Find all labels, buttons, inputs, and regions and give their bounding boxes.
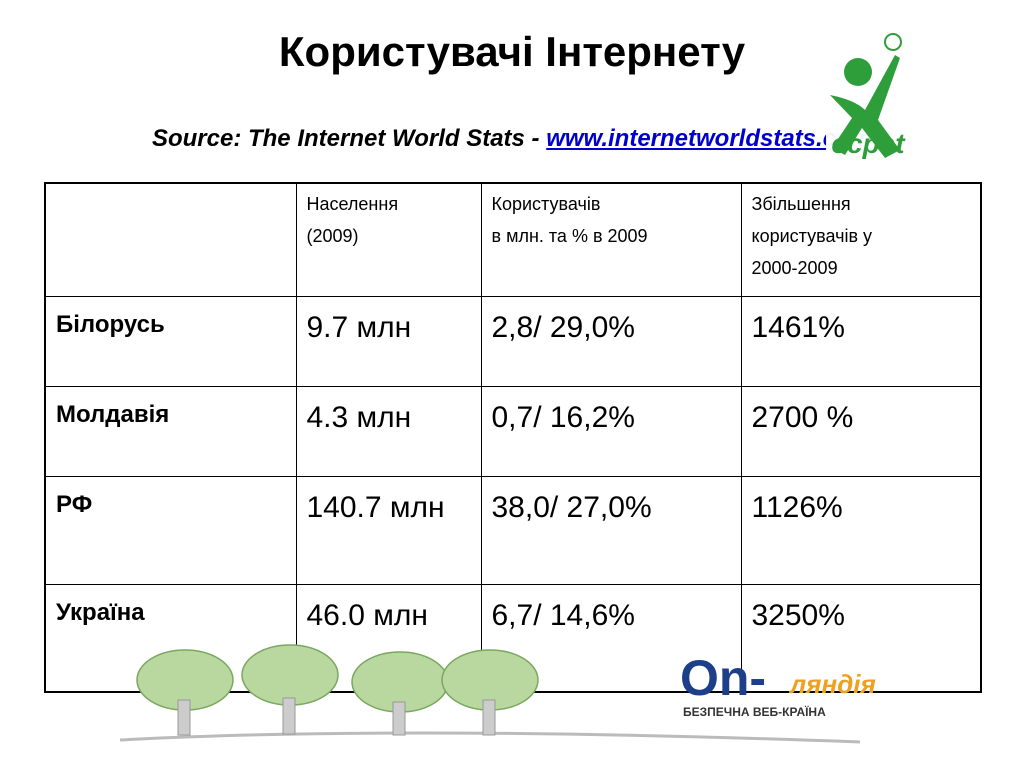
row-name: Україна [44, 583, 297, 693]
header-line: в млн. та % в 2009 [491, 226, 648, 246]
cell-value: 6,7/ 14,6% [480, 583, 742, 693]
header-cell: Збільшення користувачів у 2000-2009 [740, 182, 982, 297]
cell-value: 38,0/ 27,0% [480, 475, 742, 585]
header-row: Населення (2009) Користувачів в млн. та % в… [44, 182, 982, 297]
cell-value: 0,7/ 16,2% [480, 385, 742, 477]
cell-value: 2700 % [740, 385, 982, 477]
stats-table: Населення (2009) Користувачів в млн. та % в… [44, 182, 982, 693]
empty-cell [44, 182, 297, 297]
table-row: РФ 140.7 млн 38,0/ 27,0% 1126% [44, 475, 982, 585]
header-line: Населення [306, 194, 399, 214]
table-row: Україна 46.0 млн 6,7/ 14,6% 3250% [44, 583, 982, 693]
header-line: (2009) [306, 226, 359, 246]
cell-value: 46.0 млн [295, 583, 482, 693]
table-row: Молдавія 4.3 млн 0,7/ 16,2% 2700 % [44, 385, 982, 477]
header-line: 2000-2009 [751, 258, 838, 278]
table-row: Білорусь 9.7 млн 2,8/ 29,0% 1461% [44, 295, 982, 387]
header-cell: Користувачів в млн. та % в 2009 [480, 182, 742, 297]
cell-value: 1461% [740, 295, 982, 387]
row-name: Білорусь [44, 295, 297, 387]
header-cell: Населення (2009) [295, 182, 482, 297]
online-tagline: БЕЗПЕЧНА ВЕБ-КРАЇНА [683, 704, 826, 719]
header-line: користувачів у [751, 226, 873, 246]
cell-value: 140.7 млн [295, 475, 482, 585]
header-line: Збільшення [751, 194, 851, 214]
cell-value: 3250% [740, 583, 982, 693]
cell-value: 4.3 млн [295, 385, 482, 477]
source-prefix: Source: The Internet World Stats - [151, 125, 547, 152]
row-name: РФ [44, 475, 297, 585]
source-link[interactable]: www.internetworldstats.com [546, 125, 873, 152]
cell-value: 1126% [740, 475, 982, 585]
header-line: Користувачів [491, 194, 601, 214]
row-name: Молдавія [44, 385, 297, 477]
cell-value: 9.7 млн [295, 295, 482, 387]
cell-value: 2,8/ 29,0% [480, 295, 742, 387]
source: Source: The Internet World Stats - www.i… [0, 125, 1024, 153]
title: Користувачі Інтернету [278, 28, 746, 75]
